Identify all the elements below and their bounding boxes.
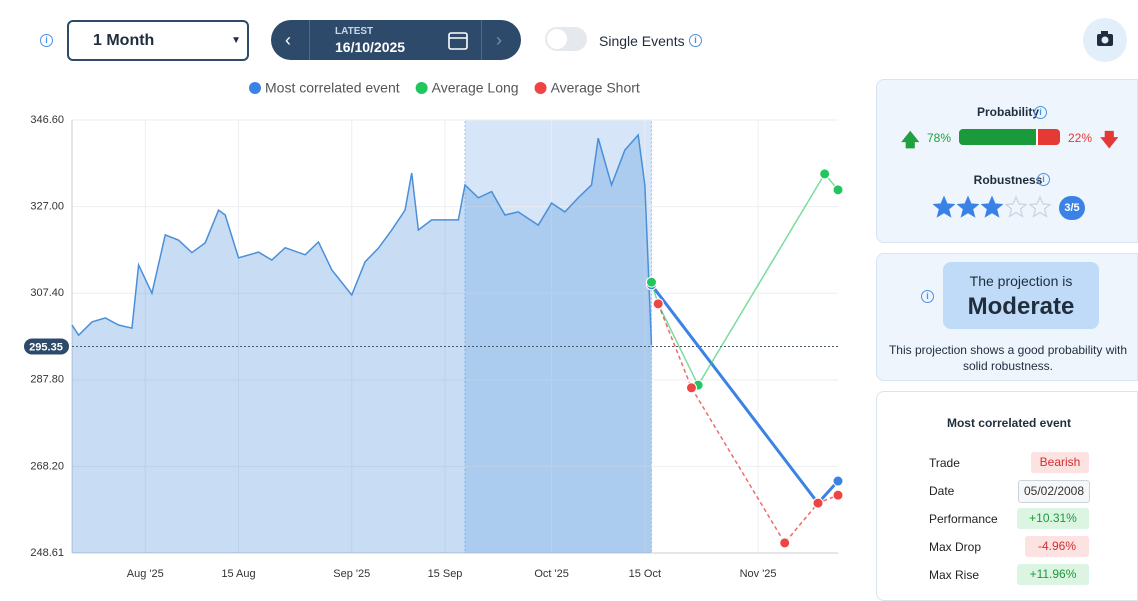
x-tick-label: Nov '25 (740, 568, 777, 580)
projection-lead: The projection is (969, 273, 1073, 289)
row-label: Max Rise (929, 568, 980, 582)
x-tick-label: 15 Sep (428, 568, 463, 580)
star (957, 196, 979, 218)
toggle-label: Single Events (599, 33, 685, 49)
legend-label: Most correlated event (265, 80, 400, 96)
calendar-icon[interactable] (448, 30, 468, 50)
info-icon[interactable]: i (1037, 173, 1050, 186)
row-label: Date (929, 484, 955, 498)
y-tick-label: 287.80 (30, 374, 64, 386)
x-tick-label: Sep '25 (333, 568, 370, 580)
prev-button[interactable]: ‹ (285, 30, 291, 50)
y-tick-label: 268.20 (30, 460, 64, 472)
current-badge (24, 338, 69, 355)
info-icon[interactable]: i (689, 34, 702, 47)
series-line (657, 303, 839, 545)
probability-down: 22% (1068, 131, 1093, 145)
event-panel (876, 391, 1138, 601)
area-fill (72, 135, 652, 553)
series-line (650, 283, 840, 506)
y-tick-label: 346.60 (30, 114, 64, 126)
point (832, 184, 844, 196)
row-label: Max Drop (929, 540, 982, 554)
date-caption: LATEST (335, 26, 374, 37)
probability-title: Probability (976, 105, 1039, 119)
star (933, 196, 955, 218)
y-tick-label: 248.61 (30, 547, 64, 559)
stars (933, 196, 1051, 218)
row-label: Trade (929, 456, 960, 470)
x-tick-label: Aug '25 (127, 568, 164, 580)
date-picker: ‹ LATEST 16/10/2025 › (271, 20, 521, 60)
camera-button[interactable] (1083, 18, 1127, 62)
legend-marker (415, 82, 428, 94)
point (652, 298, 664, 310)
y-tick-label: 307.40 (30, 287, 64, 299)
probability-down-bar (1037, 129, 1060, 145)
point (832, 475, 844, 487)
toggle[interactable] (545, 27, 587, 51)
probability-up-bar (959, 129, 1038, 145)
point (685, 382, 697, 394)
info-icon[interactable]: i (40, 34, 53, 47)
info-icon[interactable]: i (921, 290, 934, 303)
probability-bar (959, 129, 1060, 145)
robustness-badge: 3/5 (1059, 196, 1085, 220)
row-value: Bearish (1031, 452, 1089, 473)
projection-level: Moderate (967, 293, 1075, 320)
table-title: Most correlated event (946, 416, 1072, 430)
legend-label: Average Long (432, 80, 519, 96)
x-tick-label: Oct '25 (534, 568, 569, 580)
legend-marker (534, 82, 547, 94)
point (832, 489, 844, 501)
x-tick-label: 15 Oct (629, 568, 661, 580)
stats-panel: Probability i 🡅 78% 22% 🡇 Robustness i 3… (876, 79, 1138, 243)
probability-up: 78% (927, 131, 952, 145)
next-button[interactable]: › (496, 30, 502, 50)
star (1005, 196, 1027, 218)
current-value-label: 295.35 (29, 341, 63, 353)
robustness-title: Robustness (973, 173, 1043, 187)
row-value: -4.96% (1025, 536, 1089, 557)
point (779, 537, 791, 549)
point (812, 497, 824, 509)
period-value: 1 Month (93, 32, 155, 49)
legend-label: Average Short (551, 80, 640, 96)
price-line (71, 133, 653, 345)
projection-panel: i The projection is Moderate This projec… (876, 253, 1138, 381)
chart: 248.61 268.20 287.80 307.40 327.00 346.60 Aug … (24, 80, 844, 580)
highlight-window (464, 119, 652, 554)
star (981, 196, 1003, 218)
row-value: 05/02/2008 (1018, 480, 1090, 503)
projection-text: This projection shows a good probability… (888, 343, 1128, 373)
period-select[interactable]: 1 Month ▼ (67, 20, 249, 61)
series-line (650, 172, 839, 387)
point (645, 276, 657, 288)
projection-box: The projection is Moderate (943, 262, 1099, 329)
info-icon[interactable]: i (1034, 106, 1047, 119)
star (1029, 196, 1051, 218)
date-value: 16/10/2025 (335, 39, 406, 55)
y-tick-label: 327.00 (30, 201, 64, 213)
row-value: +11.96% (1017, 564, 1089, 585)
row-value: +10.31% (1017, 508, 1089, 529)
row-label: Performance (929, 512, 998, 526)
legend-marker (249, 82, 261, 94)
point (819, 168, 831, 180)
x-tick-label: 15 Aug (221, 568, 255, 580)
